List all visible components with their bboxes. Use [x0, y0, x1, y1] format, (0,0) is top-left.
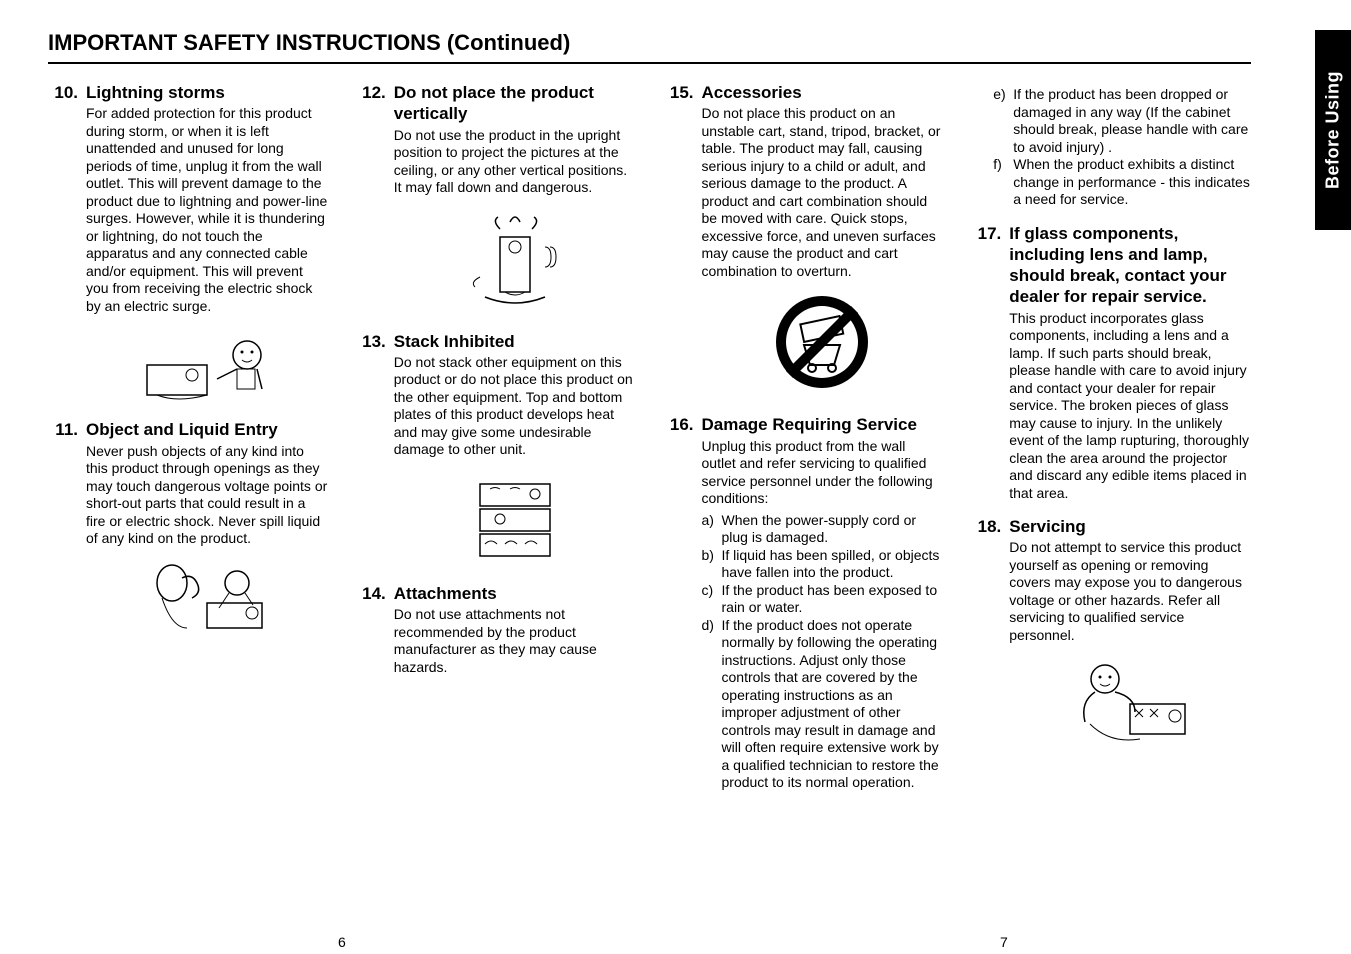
section-heading: Accessories: [702, 82, 802, 103]
section-body: This product incorporates glass componen…: [1009, 310, 1251, 503]
section-heading: Stack Inhibited: [394, 331, 515, 352]
section-body: Do not place this product on an unstable…: [702, 105, 944, 280]
section-14: 14. Attachments Do not use attachments n…: [356, 583, 636, 676]
section-heading: Object and Liquid Entry: [86, 419, 278, 440]
section-heading: Do not place the product vertically: [394, 82, 636, 125]
page-number-right: 7: [1000, 934, 1008, 950]
section-heading: If glass components, including lens and …: [1009, 223, 1251, 308]
list-item: a)When the power-supply cord or plug is …: [702, 512, 944, 547]
condition-list-cont: e)If the product has been dropped or dam…: [993, 86, 1251, 209]
page-title: IMPORTANT SAFETY INSTRUCTIONS (Continued…: [48, 30, 1251, 64]
section-heading: Servicing: [1009, 516, 1086, 537]
section-18: 18. Servicing Do not attempt to service …: [971, 516, 1251, 754]
section-number: 16.: [664, 415, 694, 435]
section-number: 14.: [356, 584, 386, 604]
section-number: 10.: [48, 83, 78, 103]
section-16: 16. Damage Requiring Service Unplug this…: [664, 414, 944, 791]
section-10: 10. Lightning storms For added protectio…: [48, 82, 328, 405]
column-4: e)If the product has been dropped or dam…: [971, 82, 1251, 806]
section-15: 15. Accessories Do not place this produc…: [664, 82, 944, 400]
vertical-illustration: [394, 207, 636, 317]
cart-prohibit-illustration: [702, 290, 944, 400]
section-body: Do not use attachments not recommended b…: [394, 606, 636, 676]
section-13: 13. Stack Inhibited Do not stack other e…: [356, 331, 636, 569]
section-12: 12. Do not place the product vertically …: [356, 82, 636, 317]
section-number: 12.: [356, 83, 386, 103]
list-item: f)When the product exhibits a distinct c…: [993, 156, 1251, 209]
section-heading: Damage Requiring Service: [702, 414, 917, 435]
section-number: 17.: [971, 224, 1001, 244]
body-intro: Unplug this product from the wall outlet…: [702, 438, 933, 507]
section-body: Never push objects of any kind into this…: [86, 443, 328, 548]
side-tab: Before Using: [1315, 30, 1351, 230]
section-number: 18.: [971, 517, 1001, 537]
section-11: 11. Object and Liquid Entry Never push o…: [48, 419, 328, 637]
section-17: 17. If glass components, including lens …: [971, 223, 1251, 503]
servicing-illustration: [1009, 654, 1251, 754]
section-body: For added protection for this product du…: [86, 105, 328, 315]
condition-list: a)When the power-supply cord or plug is …: [702, 512, 944, 792]
column-2: 12. Do not place the product vertically …: [356, 82, 636, 806]
section-number: 13.: [356, 332, 386, 352]
section-body: Unplug this product from the wall outlet…: [702, 438, 944, 792]
list-item: e)If the product has been dropped or dam…: [993, 86, 1251, 156]
section-number: 15.: [664, 83, 694, 103]
column-1: 10. Lightning storms For added protectio…: [48, 82, 328, 806]
section-number: 11.: [48, 420, 78, 440]
list-item: b)If liquid has been spilled, or objects…: [702, 547, 944, 582]
stack-illustration: [394, 469, 636, 569]
section-heading: Attachments: [394, 583, 497, 604]
lightning-illustration: [86, 325, 328, 405]
column-3: 15. Accessories Do not place this produc…: [664, 82, 944, 806]
content-columns: 10. Lightning storms For added protectio…: [48, 82, 1311, 806]
section-body: Do not use the product in the upright po…: [394, 127, 636, 197]
section-body: Do not attempt to service this product y…: [1009, 539, 1251, 644]
page-container: IMPORTANT SAFETY INSTRUCTIONS (Continued…: [0, 0, 1351, 954]
section-body: Do not stack other equipment on this pro…: [394, 354, 636, 459]
liquid-illustration: [86, 558, 328, 638]
list-item: d)If the product does not operate normal…: [702, 617, 944, 792]
section-heading: Lightning storms: [86, 82, 225, 103]
page-number-left: 6: [338, 934, 346, 950]
section-16-continued: e)If the product has been dropped or dam…: [993, 86, 1251, 209]
list-item: c)If the product has been exposed to rai…: [702, 582, 944, 617]
